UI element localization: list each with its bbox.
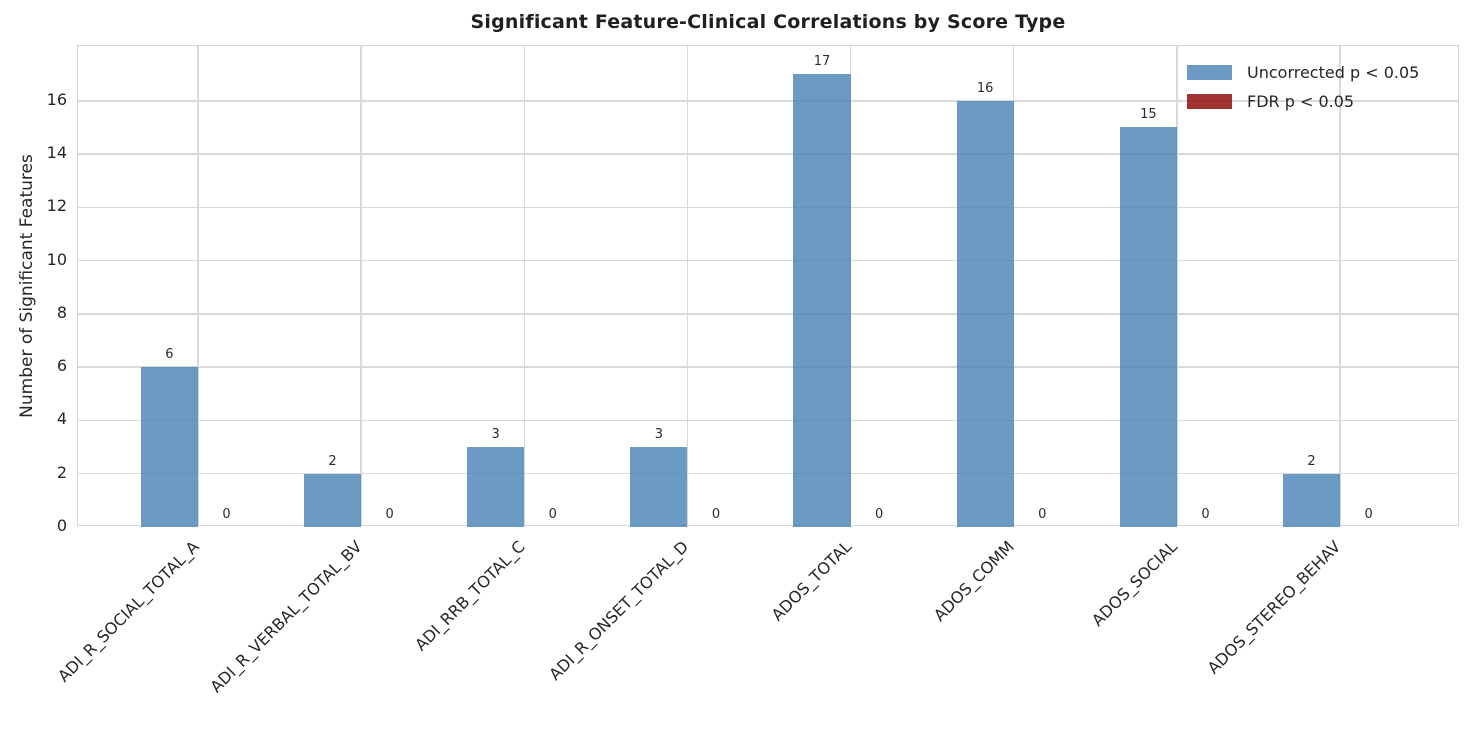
y-tick-label: 2 — [56, 462, 67, 482]
x-tick-label: ADI_R_SOCIAL_TOTAL_A — [53, 537, 203, 686]
y-tick-label: 10 — [46, 249, 67, 269]
bar-value-label: 2 — [328, 453, 337, 469]
gridline-v — [1339, 46, 1341, 525]
bar-value-label: 3 — [491, 427, 500, 443]
bar-uncorrected — [1119, 127, 1177, 527]
y-tick-label: 4 — [56, 409, 67, 429]
gridline-v — [197, 46, 199, 525]
legend-label-uncorrected: Uncorrected p < 0.05 — [1247, 63, 1420, 82]
gridline-h — [78, 366, 1458, 368]
plot-area: 6 2 3 3 17 16 15 2 0 0 0 0 0 0 0 0 — [77, 45, 1459, 527]
bar-value-label: 0 — [1364, 507, 1373, 522]
bar-value-label: 16 — [976, 80, 994, 96]
bar-value-label: 0 — [711, 507, 721, 522]
y-tick-label: 12 — [46, 196, 67, 216]
bar-value-label: 0 — [874, 507, 884, 522]
x-tick-label: ADOS_COMM — [930, 537, 1019, 625]
bar-value-label: 0 — [385, 507, 394, 522]
y-tick-label: 14 — [46, 143, 67, 163]
bar-uncorrected — [467, 447, 525, 527]
y-tick-label: 0 — [56, 516, 67, 535]
legend-item-fdr: FDR p < 0.05 — [1187, 87, 1419, 116]
gridline-v — [1012, 46, 1015, 525]
legend: Uncorrected p < 0.05 FDR p < 0.05 — [1187, 58, 1419, 116]
bar-value-label: 15 — [1140, 107, 1157, 123]
gridline-h — [78, 259, 1458, 262]
gridline-v — [360, 46, 362, 525]
y-tick-label: 8 — [56, 302, 67, 322]
bar-value-label: 0 — [1038, 507, 1047, 522]
chart-title: Significant Feature-Clinical Correlation… — [470, 11, 1066, 33]
bar-value-label: 2 — [1307, 453, 1316, 469]
bar-value-label: 0 — [548, 507, 557, 522]
gridline-v — [523, 46, 525, 525]
legend-item-uncorrected: Uncorrected p < 0.05 — [1187, 58, 1419, 87]
bar-uncorrected — [140, 367, 198, 527]
bar-value-label: 6 — [165, 347, 174, 363]
gridline-h — [78, 472, 1458, 475]
x-tick-label: ADOS_SOCIAL — [1088, 537, 1182, 630]
legend-label-fdr: FDR p < 0.05 — [1247, 92, 1355, 111]
gridline-v — [686, 46, 689, 525]
x-tick-label: ADI_R_VERBAL_TOTAL_BV — [206, 537, 366, 697]
bar-value-label: 3 — [654, 427, 663, 443]
bar-uncorrected — [303, 473, 362, 527]
bar-value-label: 0 — [222, 507, 231, 522]
bar-value-label: 17 — [813, 54, 831, 70]
bar-value-label: 0 — [1201, 507, 1210, 522]
gridline-h — [78, 313, 1458, 315]
legend-swatch-fdr — [1187, 94, 1232, 109]
gridline-h — [78, 153, 1458, 155]
bar-uncorrected — [793, 74, 851, 527]
x-tick-label: ADI_RRB_TOTAL_C — [411, 537, 529, 655]
gridline-h — [78, 419, 1458, 422]
x-tick-label: ADOS_STEREO_BEHAV — [1203, 537, 1345, 678]
gridline-h — [78, 100, 1458, 102]
bar-uncorrected — [1282, 473, 1341, 527]
gridline-v — [849, 46, 852, 525]
bar-uncorrected — [630, 447, 688, 527]
y-tick-label: 6 — [56, 356, 67, 376]
legend-swatch-uncorrected — [1187, 65, 1232, 80]
x-tick-label: ADOS_TOTAL — [767, 537, 856, 625]
gridline-h — [78, 206, 1458, 209]
bar-uncorrected — [956, 100, 1014, 527]
y-axis-label: Number of Significant Features — [17, 154, 37, 418]
gridline-v — [1176, 46, 1178, 525]
y-tick-label: 16 — [46, 89, 67, 109]
x-tick-label: ADI_R_ONSET_TOTAL_D — [544, 537, 692, 684]
